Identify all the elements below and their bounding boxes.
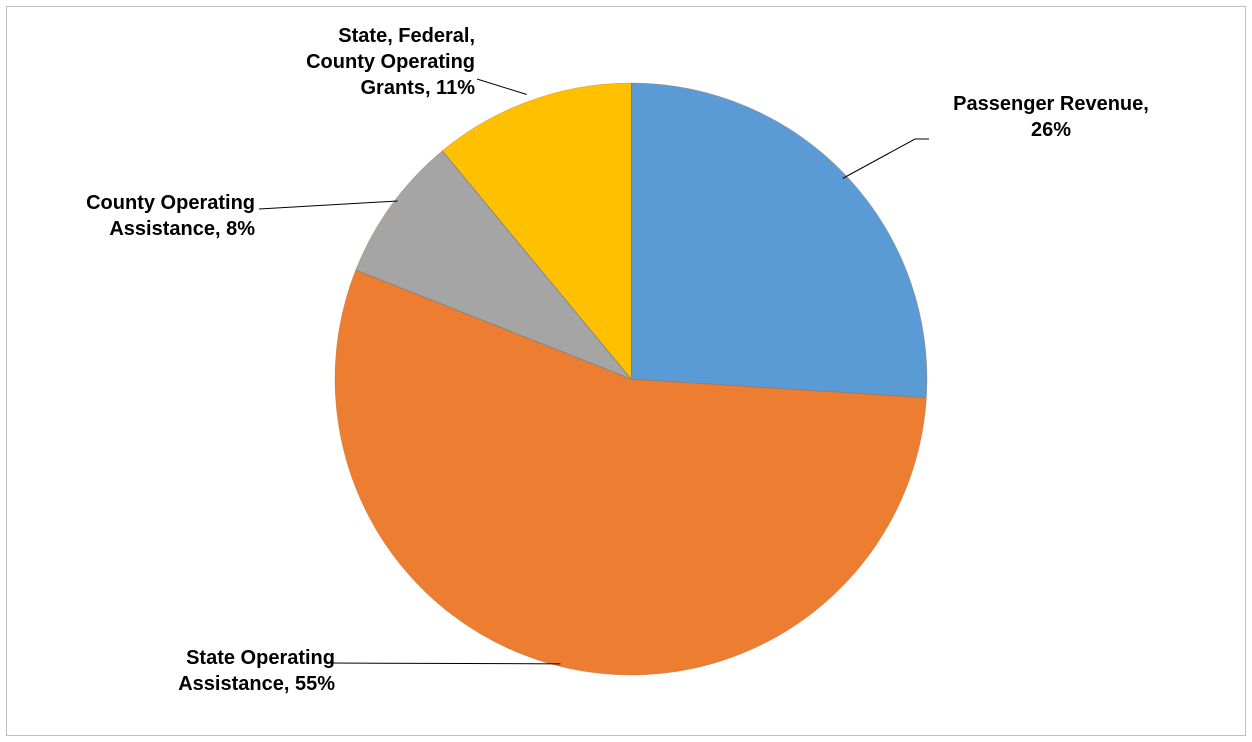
pie-slice-passenger-revenue — [631, 83, 928, 398]
leader-line-2 — [258, 200, 398, 210]
data-label-passenger-revenue: Passenger Revenue, 26% — [953, 93, 1149, 141]
slice-edge — [442, 150, 632, 380]
data-label-state-operating-assistance: State Operating Assistance, 55% — [178, 647, 335, 695]
pie-slice-county-operating-assistance — [355, 150, 631, 379]
pie-chart — [258, 78, 929, 676]
chart-area: Passenger Revenue, 26% State Operating A… — [6, 6, 1246, 736]
data-label-county-operating-assistance: County Operating Assistance, 8% — [86, 192, 255, 240]
pie-outline — [334, 82, 928, 676]
pie-slice-state-operating-assistance — [334, 270, 927, 675]
leader-line-0 — [842, 138, 929, 179]
data-label-grants: State, Federal, County Operating Grants,… — [306, 25, 475, 99]
slice-edge — [355, 269, 632, 380]
leader-line-1 — [328, 662, 561, 665]
leader-line-3 — [476, 78, 527, 95]
pie-slice-state-federal-county-operating-grants — [442, 83, 631, 379]
slice-edge — [630, 378, 927, 398]
